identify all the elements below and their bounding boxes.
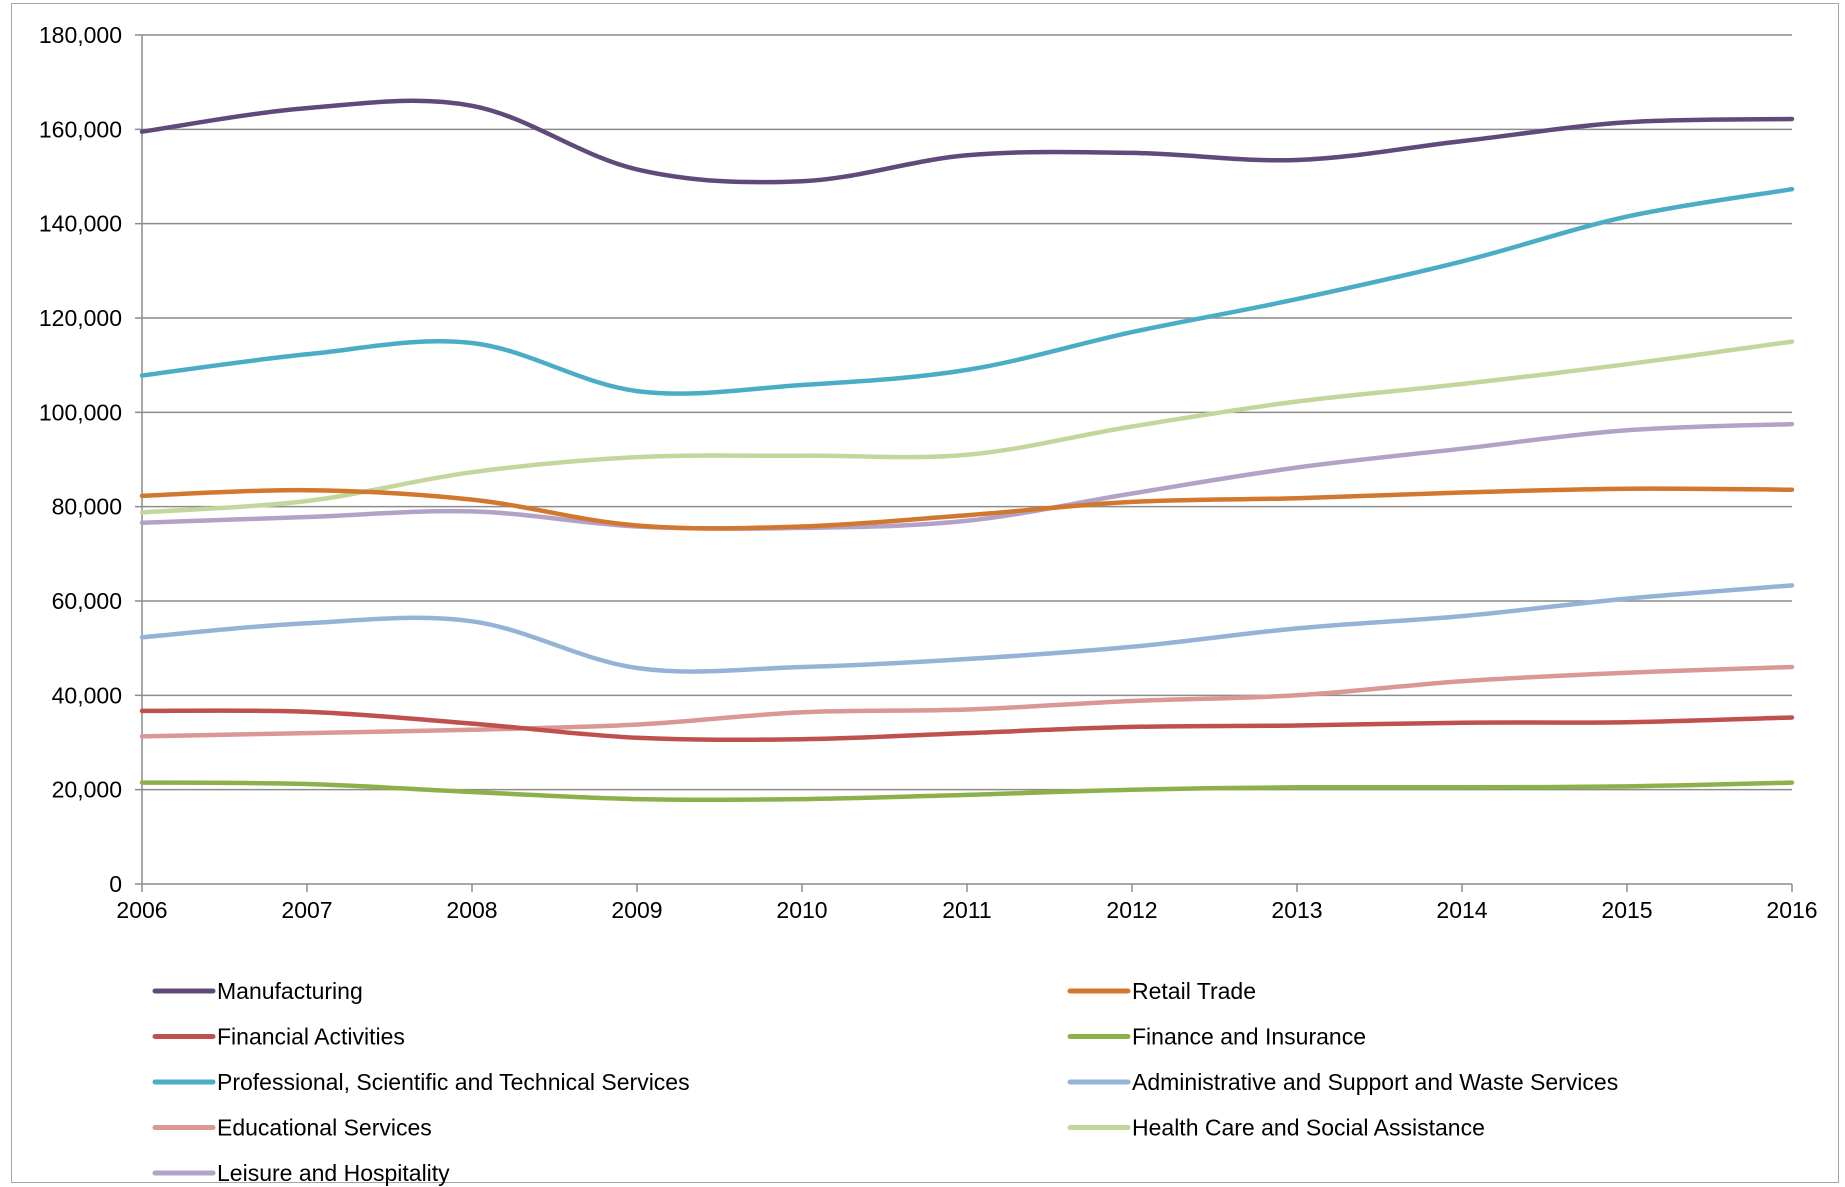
y-tick-label: 140,000 [39,211,122,237]
x-tick-label: 2015 [1601,897,1652,923]
series-line-3 [139,708,1795,743]
legend-label: Educational Services [217,1115,432,1141]
x-tick-label: 2012 [1106,897,1157,923]
legend-label: Leisure and Hospitality [217,1160,450,1186]
x-tick-label: 2016 [1766,897,1817,923]
legend-label: Financial Activities [217,1024,405,1050]
y-tick-label: 20,000 [52,777,122,803]
x-tick-label: 2010 [776,897,827,923]
x-tick-label: 2009 [611,897,662,923]
legend-label: Finance and Insurance [1132,1024,1366,1050]
x-tick-label: 2008 [446,897,497,923]
series-line-2 [139,486,1795,531]
chart-frame [11,3,1839,1183]
series-line-1 [139,98,1795,185]
series-line-7 [139,664,1795,739]
legend-label: Retail Trade [1132,978,1256,1004]
legend: Manufacturing Retail Trade Financial Activ… [152,978,1618,1186]
series-line-5 [139,186,1795,396]
series-line-8 [139,339,1795,515]
legend-label: Health Care and Social Assistance [1132,1115,1485,1141]
x-tick-label: 2014 [1436,897,1487,923]
y-tick-label: 60,000 [52,588,122,614]
series-lines [139,98,1795,803]
legend-label: Manufacturing [217,978,363,1004]
x-tick-label: 2011 [942,897,991,923]
legend-label: Professional, Scientific and Technical S… [217,1069,690,1095]
axes: 0 20,000 40,000 60,000 80,000 100,000 120,000 1… [39,22,1818,923]
y-tick-label: 40,000 [52,682,122,708]
y-tick-label: 120,000 [39,305,122,331]
x-tick-label: 2007 [281,897,332,923]
series-line-4 [139,780,1795,803]
y-tick-label: 160,000 [39,116,122,142]
x-tick-label: 2006 [116,897,167,923]
y-tick-label: 180,000 [39,22,122,48]
series-line-6 [139,583,1795,674]
y-tick-label: 0 [109,871,122,897]
y-tick-label: 80,000 [52,494,122,520]
series-line-9 [139,421,1795,531]
legend-label: Administrative and Support and Waste Ser… [1132,1069,1618,1095]
y-tick-label: 100,000 [39,399,122,425]
x-tick-label: 2013 [1271,897,1322,923]
